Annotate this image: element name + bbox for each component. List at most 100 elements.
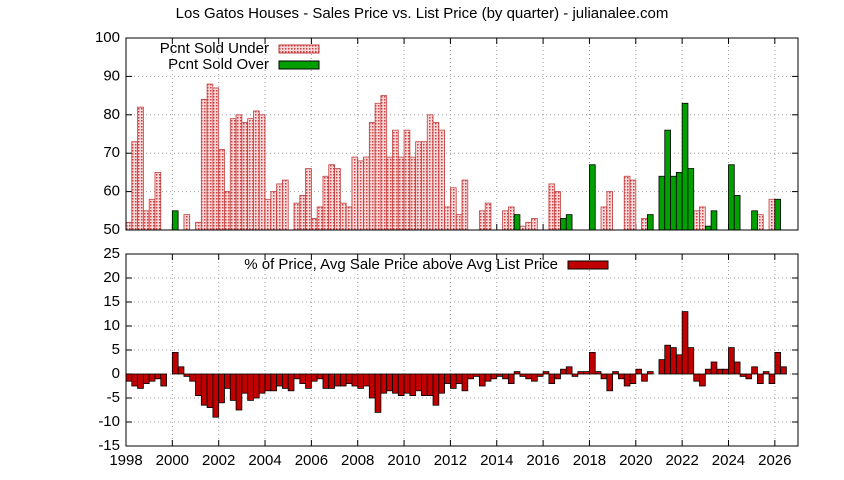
- bar: [258, 114, 266, 231]
- bar: [322, 373, 330, 389]
- bar: [177, 366, 185, 375]
- bar: [507, 206, 515, 231]
- bar: [484, 202, 492, 231]
- bar: [432, 373, 440, 406]
- plot-border: [125, 253, 799, 447]
- bar: [739, 373, 747, 377]
- bar: [612, 371, 619, 375]
- bar: [513, 371, 521, 375]
- bar: [461, 179, 469, 231]
- bar: [206, 83, 214, 231]
- bar: [241, 122, 249, 231]
- legend-swatch: [278, 60, 320, 70]
- y-tick-label: 100: [95, 29, 120, 46]
- bar: [693, 373, 700, 382]
- bar: [374, 373, 382, 413]
- bar: [142, 210, 150, 231]
- bar: [699, 373, 706, 387]
- bar: [345, 206, 353, 231]
- bar: [195, 221, 202, 231]
- bar: [560, 218, 567, 231]
- bar: [681, 102, 689, 231]
- bar: [276, 373, 283, 387]
- bar: [235, 373, 243, 411]
- bar: [409, 373, 417, 397]
- bar: [554, 191, 561, 231]
- bar: [218, 148, 225, 231]
- bar: [282, 179, 289, 231]
- bar: [646, 214, 654, 231]
- bar: [675, 354, 683, 375]
- bar: [235, 114, 243, 231]
- bar: [525, 373, 532, 380]
- bar: [334, 373, 341, 387]
- bar: [432, 122, 440, 231]
- bar: [774, 351, 782, 375]
- bar: [264, 198, 272, 231]
- bar: [409, 156, 417, 231]
- chart-title: Los Gatos Houses - Sales Price vs. List …: [176, 5, 669, 22]
- bar: [299, 373, 306, 385]
- x-tick-label: 1998: [109, 452, 142, 469]
- bar: [768, 198, 776, 231]
- bar: [415, 373, 422, 392]
- bar: [125, 373, 133, 382]
- bar: [600, 206, 608, 231]
- bar: [577, 371, 585, 375]
- bar: [675, 171, 683, 231]
- bar: [137, 373, 144, 389]
- bar: [728, 347, 735, 375]
- legend-swatch: [567, 260, 609, 270]
- bar: [525, 221, 532, 231]
- bar: [548, 183, 556, 231]
- bar: [421, 141, 428, 231]
- bar: [310, 218, 318, 231]
- bar: [328, 164, 335, 231]
- bar: [426, 373, 434, 397]
- bar: [444, 206, 451, 231]
- bar: [531, 373, 538, 382]
- bar: [247, 118, 254, 231]
- bar: [154, 171, 162, 231]
- bar: [681, 311, 689, 375]
- bar: [229, 118, 237, 231]
- bar: [733, 361, 741, 375]
- x-tick-label: 2010: [387, 452, 420, 469]
- bar: [560, 368, 567, 375]
- y-tick-label: 50: [103, 221, 120, 238]
- bar: [397, 373, 405, 397]
- bar: [241, 373, 249, 394]
- bar: [316, 373, 324, 380]
- bar: [125, 221, 133, 231]
- bar: [716, 368, 724, 375]
- x-tick-label: 2008: [341, 452, 374, 469]
- bar: [751, 210, 758, 231]
- bar: [502, 373, 509, 380]
- bar: [253, 373, 260, 399]
- legend-label: % of Price, Avg Sale Price above Avg Lis…: [244, 256, 558, 273]
- bar: [478, 373, 486, 387]
- x-tick-label: 2016: [526, 452, 559, 469]
- legend-label: Pcnt Sold Under: [160, 40, 269, 57]
- bar: [444, 373, 451, 385]
- bar: [212, 373, 220, 418]
- bar: [195, 373, 202, 397]
- bar: [693, 210, 700, 231]
- bar: [722, 368, 729, 375]
- bar: [415, 141, 422, 231]
- bar: [606, 373, 614, 392]
- bar: [757, 373, 764, 385]
- x-tick-label: 2026: [758, 452, 791, 469]
- bar: [438, 129, 446, 231]
- bar: [189, 373, 196, 382]
- x-tick-label: 2018: [573, 452, 606, 469]
- bar: [171, 210, 179, 231]
- bar: [455, 214, 463, 231]
- bar: [704, 225, 712, 231]
- bar: [212, 87, 220, 231]
- x-tick-label: 2004: [248, 452, 281, 469]
- bar: [131, 373, 138, 387]
- bar: [426, 114, 434, 231]
- bar: [131, 141, 138, 231]
- bar: [641, 373, 648, 382]
